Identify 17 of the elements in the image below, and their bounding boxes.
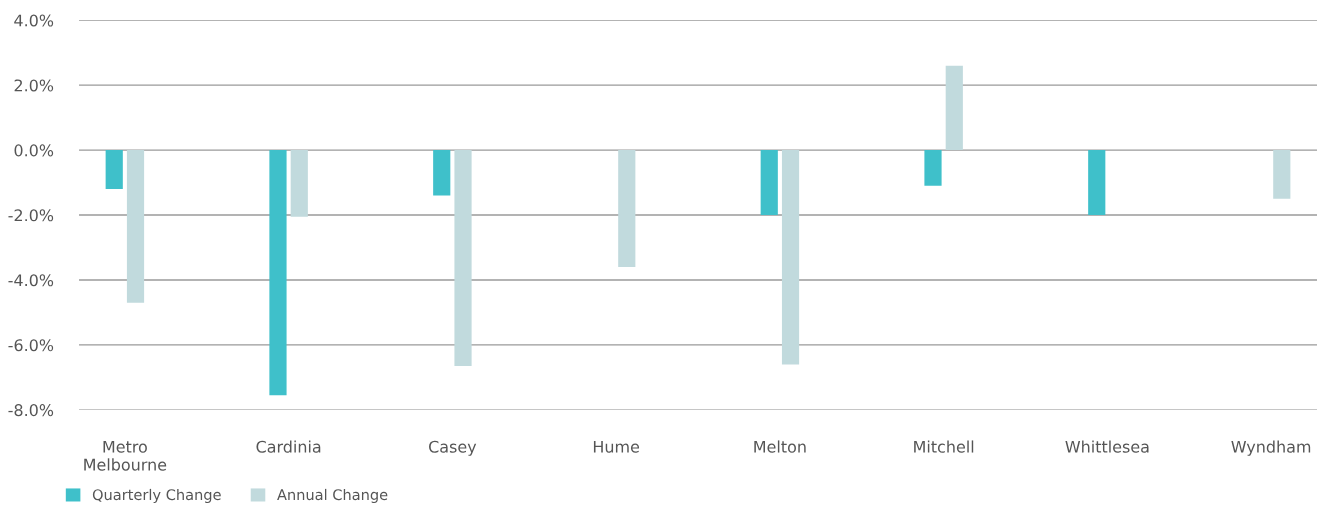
- x-tick-label: Whittlesea: [1065, 440, 1149, 453]
- y-tick-label: -6.0%: [8, 339, 54, 352]
- y-tick-label: 0.0%: [14, 144, 54, 157]
- legend-label: Annual Change: [277, 488, 388, 503]
- y-tick-label: 4.0%: [14, 14, 54, 27]
- x-tick-label: Casey: [429, 440, 477, 456]
- y-tick-label: -8.0%: [8, 404, 54, 417]
- legend-label: Quarterly Change: [92, 488, 221, 503]
- x-tick-label: Wyndham: [1231, 440, 1311, 456]
- x-tick-label: Hume: [593, 440, 640, 453]
- x-tick-label: Mitchell: [914, 440, 974, 453]
- x-tick-label: Melton: [754, 440, 806, 453]
- y-tick-label: -2.0%: [8, 209, 54, 222]
- x-tick-label: Metro Melbourne: [84, 440, 167, 471]
- y-tick-label: 2.0%: [14, 79, 54, 92]
- x-tick-label: Cardinia: [256, 440, 321, 453]
- y-tick-label: -4.0%: [8, 274, 54, 287]
